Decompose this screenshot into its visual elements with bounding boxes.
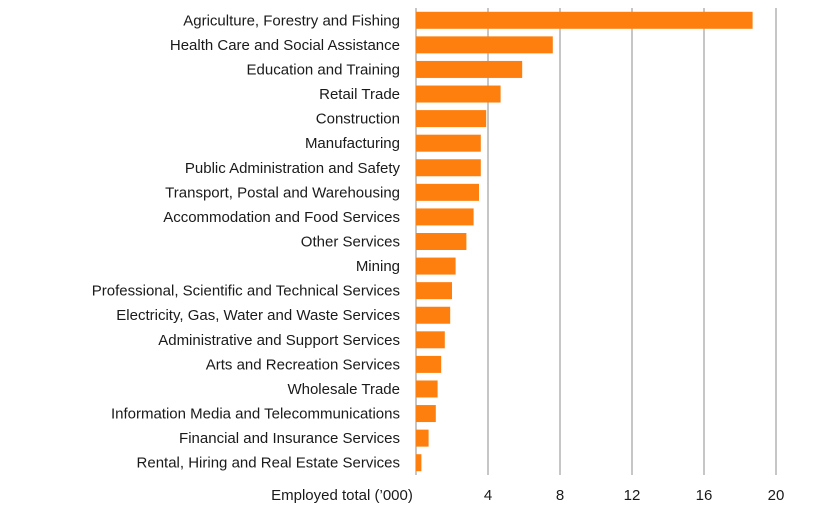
category-labels: Agriculture, Forestry and Fishing Health … xyxy=(92,12,401,471)
category-label-15: Arts and Recreation Services xyxy=(206,356,400,373)
bar-4 xyxy=(416,85,501,103)
category-label-9: Accommodation and Food Services xyxy=(163,209,400,226)
bar-12 xyxy=(416,282,452,300)
category-label-3: Education and Training xyxy=(247,61,400,78)
category-label-6: Manufacturing xyxy=(305,135,400,152)
bar-5 xyxy=(416,110,487,128)
category-label-17: Information Media and Telecommunications xyxy=(111,406,400,423)
category-label-1: Agriculture, Forestry and Fishing xyxy=(183,12,400,29)
category-label-18: Financial and Insurance Services xyxy=(179,430,400,447)
x-tick-label-20: 20 xyxy=(768,487,785,504)
x-tick-labels: 4 8 12 16 20 xyxy=(484,487,785,504)
bar-8 xyxy=(416,183,479,201)
bar-11 xyxy=(416,257,456,275)
bar-10 xyxy=(416,233,467,250)
bar-18 xyxy=(416,429,429,447)
bar-17 xyxy=(416,405,436,423)
category-label-13: Electricity, Gas, Water and Waste Servic… xyxy=(116,307,400,324)
bar-19 xyxy=(416,454,422,472)
x-tick-label-4: 4 xyxy=(484,487,492,504)
category-label-10: Other Services xyxy=(301,234,400,251)
bar-13 xyxy=(416,306,451,324)
bar-14 xyxy=(416,331,445,349)
bar-1 xyxy=(416,11,753,29)
bar-3 xyxy=(416,60,523,78)
category-label-14: Administrative and Support Services xyxy=(158,332,400,349)
category-label-5: Construction xyxy=(316,111,400,128)
bar-9 xyxy=(416,208,474,226)
category-label-4: Retail Trade xyxy=(319,86,400,103)
category-label-2: Health Care and Social Assistance xyxy=(170,37,400,54)
x-tick-label-8: 8 xyxy=(556,487,564,504)
category-label-11: Mining xyxy=(356,258,400,275)
category-label-12: Professional, Scientific and Technical S… xyxy=(92,283,400,300)
bar-7 xyxy=(416,159,481,177)
gridlines xyxy=(415,8,777,475)
bar-6 xyxy=(416,134,481,152)
category-label-7: Public Administration and Safety xyxy=(185,160,401,177)
category-label-8: Transport, Postal and Warehousing xyxy=(165,184,400,201)
category-label-19: Rental, Hiring and Real Estate Services xyxy=(137,455,400,472)
bar-2 xyxy=(416,36,553,54)
bar-16 xyxy=(416,380,438,398)
bars xyxy=(416,11,753,472)
x-axis-label: Employed total (’000) xyxy=(271,487,413,504)
bar-15 xyxy=(416,355,442,373)
x-tick-label-12: 12 xyxy=(624,487,641,504)
category-label-16: Wholesale Trade xyxy=(287,381,400,398)
x-tick-label-16: 16 xyxy=(696,487,713,504)
